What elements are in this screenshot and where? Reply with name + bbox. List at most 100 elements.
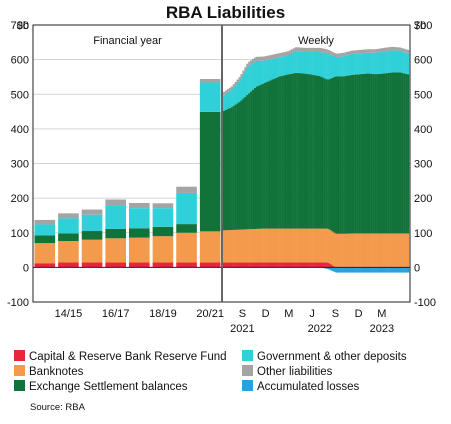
bar-segment xyxy=(350,50,354,55)
bar-segment xyxy=(308,47,311,53)
bar-segment xyxy=(265,60,268,83)
bar-segment xyxy=(81,214,103,232)
bar-segment xyxy=(358,53,361,75)
bar-segment xyxy=(374,267,377,273)
bar-segment xyxy=(348,267,352,273)
bar-segment xyxy=(230,262,233,268)
bar-segment xyxy=(261,228,264,263)
bar-segment xyxy=(360,53,363,75)
bar-segment xyxy=(370,233,373,268)
legend-swatch xyxy=(242,365,253,376)
bar-segment xyxy=(244,71,247,97)
bar-segment xyxy=(224,93,228,110)
bar-segment xyxy=(288,228,292,263)
bar-segment xyxy=(176,224,197,233)
legend-item-other: Other liabilities xyxy=(242,365,332,378)
bar-segment xyxy=(105,238,126,263)
bar-segment xyxy=(333,52,336,57)
bar-segment xyxy=(337,56,340,77)
bar-segment xyxy=(306,228,309,263)
bar-segment xyxy=(265,82,268,229)
bar-segment xyxy=(366,49,369,53)
bar-segment xyxy=(290,53,293,74)
bar-segment xyxy=(199,111,221,232)
y-tick-label-left: 100 xyxy=(11,228,29,240)
bar-segment xyxy=(368,233,371,268)
bar-segment xyxy=(290,73,293,229)
bar-segment xyxy=(327,49,330,54)
bar-segment xyxy=(308,74,311,229)
bar-segment xyxy=(244,262,247,268)
bar-segment xyxy=(248,61,251,66)
bar-segment xyxy=(325,49,328,54)
bar-segment xyxy=(246,67,249,95)
bar-segment xyxy=(316,52,319,76)
x-tick-label-weekly: D xyxy=(262,308,270,320)
bar-segment xyxy=(283,75,286,229)
bar-segment xyxy=(341,233,344,268)
bar-segment xyxy=(327,267,330,270)
bar-segment xyxy=(232,84,235,88)
bar-segment xyxy=(34,263,56,268)
bar-segment xyxy=(259,228,262,263)
bar-segment xyxy=(277,57,280,78)
bar-segment xyxy=(395,267,398,273)
legend-label: Banknotes xyxy=(29,366,84,378)
bar-segment xyxy=(403,233,406,268)
bar-segment xyxy=(288,54,292,75)
x-year-label: 2023 xyxy=(370,323,394,335)
bar-segment xyxy=(230,229,233,263)
bar-segment xyxy=(314,47,317,53)
bar-segment xyxy=(292,228,295,263)
bar-segment xyxy=(348,233,352,268)
bar-segment xyxy=(255,262,259,268)
bar-segment xyxy=(405,49,408,53)
bar-segment xyxy=(389,72,392,234)
bar-segment xyxy=(281,262,284,268)
bar-segment xyxy=(401,267,404,273)
bar-segment xyxy=(312,262,315,268)
bar-segment xyxy=(81,209,103,215)
x-tick-label-weekly: J xyxy=(309,308,315,320)
bar-segment xyxy=(129,237,150,263)
bar-segment xyxy=(391,72,394,234)
bar-segment xyxy=(323,78,326,229)
bar-segment xyxy=(354,267,357,273)
bar-segment xyxy=(300,47,303,52)
bar-segment xyxy=(352,50,355,54)
bar-segment xyxy=(350,233,354,268)
bar-segment xyxy=(283,262,286,268)
bar-segment xyxy=(372,49,375,53)
bar-segment xyxy=(34,219,56,225)
bar-segment xyxy=(254,57,257,62)
bar-segment xyxy=(312,47,315,53)
bar-segment xyxy=(230,89,233,108)
bar-segment xyxy=(246,63,249,68)
x-tick-label-weekly: S xyxy=(239,308,246,320)
bar-segment xyxy=(308,262,311,268)
bar-segment xyxy=(354,50,357,54)
bar-segment xyxy=(368,49,371,53)
legend-item-losses: Accumulated losses xyxy=(242,380,359,393)
bar-segment xyxy=(223,95,226,111)
bar-segment xyxy=(176,262,197,268)
bar-segment xyxy=(259,262,262,268)
bar-segment xyxy=(288,50,292,55)
bar-segment xyxy=(223,110,226,231)
bar-segment xyxy=(226,109,230,231)
bar-segment xyxy=(240,78,243,101)
bar-segment xyxy=(329,230,332,265)
bar-segment xyxy=(242,98,245,230)
bar-segment xyxy=(254,262,257,268)
bar-segment xyxy=(232,105,235,230)
bar-segment xyxy=(199,82,221,112)
bar-segment xyxy=(277,53,280,58)
bar-segment xyxy=(269,55,272,60)
bar-segment xyxy=(300,73,303,229)
bar-segment xyxy=(358,267,361,273)
bar-segment xyxy=(376,52,379,75)
bar-segment xyxy=(263,60,266,83)
bar-segment xyxy=(317,76,321,229)
bar-segment xyxy=(317,52,321,77)
bar-segment xyxy=(395,50,398,73)
